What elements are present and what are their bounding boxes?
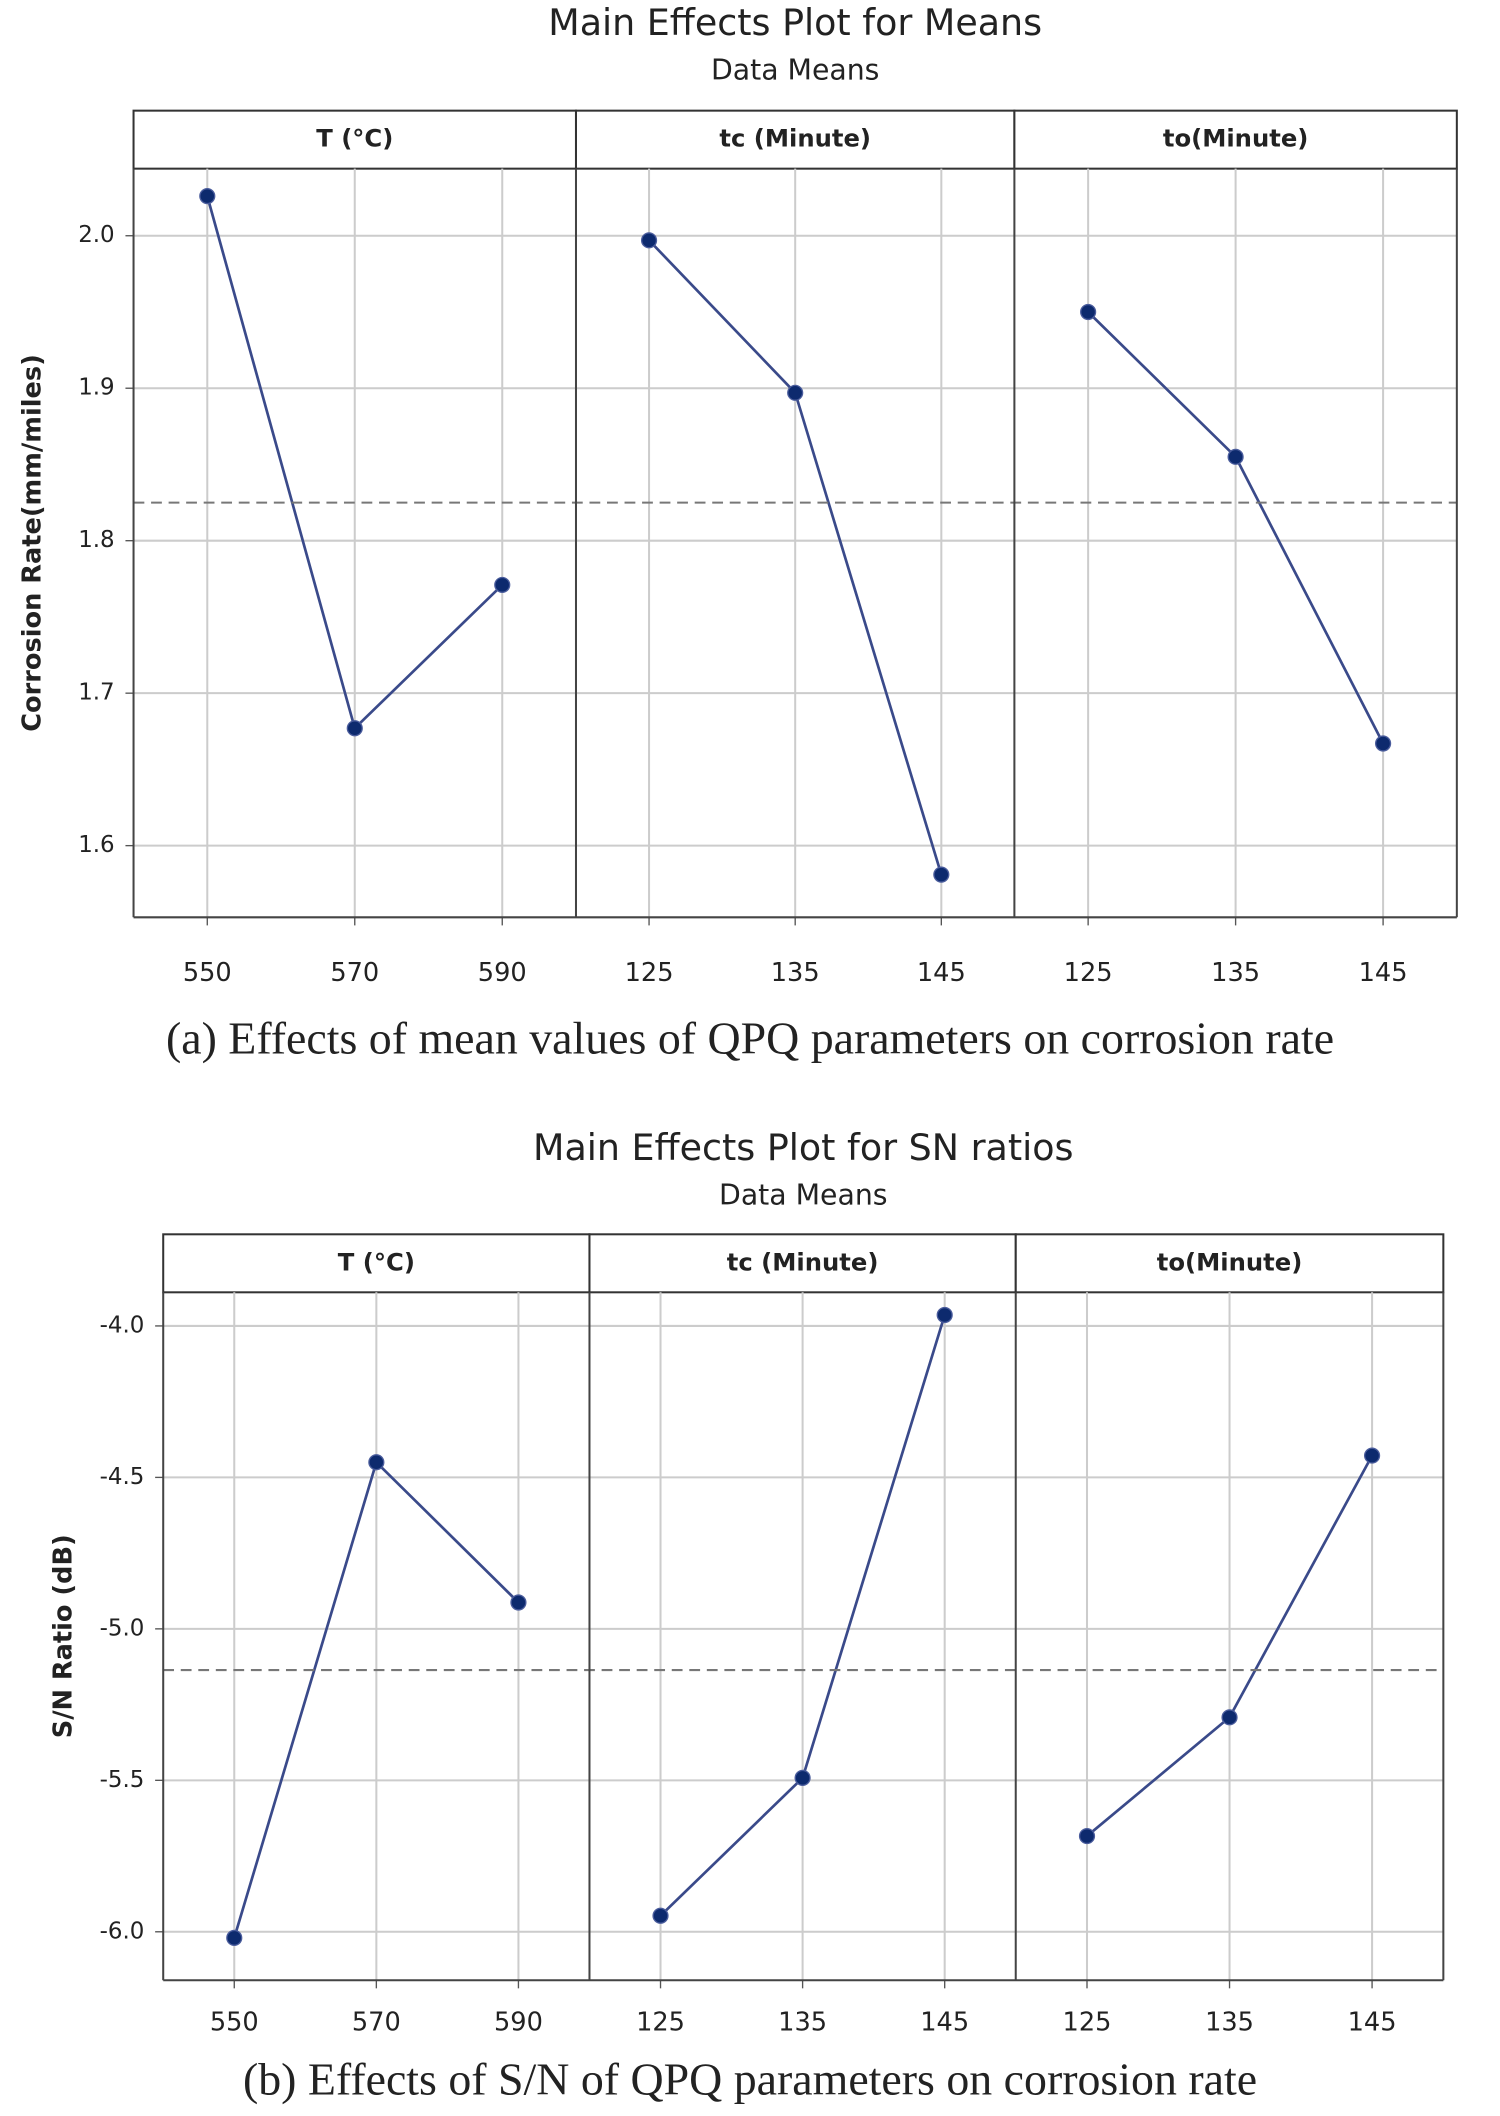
- y-axis-label: Corrosion Rate(mm/miles): [18, 354, 48, 732]
- data-point: [794, 1769, 811, 1786]
- y-tick-label: 1.6: [78, 832, 114, 858]
- x-tick-label: 135: [1205, 2007, 1254, 2037]
- data-point: [936, 1306, 953, 1324]
- data-point: [652, 1907, 669, 1924]
- x-tick-label: 125: [1064, 958, 1113, 988]
- y-tick-label: -6.0: [100, 1918, 145, 1944]
- chart-subtitle: Data Means: [711, 54, 880, 87]
- x-tick-label: 125: [625, 958, 674, 988]
- x-tick-label: 590: [478, 958, 527, 988]
- x-tick-label: 125: [636, 2007, 685, 2037]
- panel-title: tc (Minute): [719, 124, 871, 153]
- data-point: [494, 576, 511, 594]
- x-tick-label: 550: [183, 958, 232, 988]
- x-tick-label: 145: [1348, 2007, 1397, 2037]
- data-point: [1227, 448, 1244, 465]
- caption: (a) Effects of mean values of QPQ parame…: [166, 1012, 1334, 1063]
- data-point: [346, 720, 363, 737]
- x-tick-label: 135: [778, 2007, 827, 2037]
- panel-title: to(Minute): [1157, 1247, 1303, 1276]
- data-point: [510, 1594, 527, 1611]
- x-tick-label: 550: [210, 2007, 259, 2037]
- data-point: [1078, 1827, 1096, 1845]
- y-tick-label: -5.5: [100, 1767, 145, 1793]
- x-tick-label: 570: [330, 958, 379, 988]
- data-point: [1363, 1447, 1381, 1464]
- data-point: [640, 232, 658, 249]
- x-tick-label: 135: [771, 958, 820, 988]
- x-tick-label: 590: [494, 2007, 543, 2037]
- y-tick-label: 1.7: [78, 680, 114, 706]
- x-tick-label: 125: [1063, 2007, 1112, 2037]
- y-tick-label: 1.8: [78, 527, 114, 553]
- panel-header: [162, 1233, 591, 1294]
- data-point: [199, 188, 216, 205]
- data-point: [1080, 303, 1097, 321]
- data-point: [368, 1454, 385, 1471]
- data-point: [787, 384, 804, 401]
- panel-header: [1013, 109, 1458, 170]
- panel-title: T (°C): [316, 124, 393, 153]
- y-tick-label: -4.5: [100, 1464, 145, 1490]
- x-tick-label: 570: [352, 2007, 401, 2037]
- y-axis-label: S/N Ratio (dB): [49, 1534, 79, 1738]
- x-tick-label: 135: [1211, 958, 1260, 988]
- y-tick-label: -4.0: [100, 1312, 145, 1338]
- data-point: [1375, 735, 1392, 752]
- data-point: [226, 1929, 243, 1946]
- panel-title: to(Minute): [1163, 124, 1309, 153]
- x-tick-label: 145: [920, 2007, 969, 2037]
- data-point: [933, 866, 950, 883]
- panel-title: T (°C): [338, 1247, 415, 1276]
- panel-header: [1014, 1233, 1445, 1294]
- y-tick-label: 2.0: [78, 222, 114, 248]
- panel-header: [588, 1233, 1017, 1294]
- x-tick-label: 145: [917, 958, 966, 988]
- panel-title: tc (Minute): [727, 1247, 879, 1276]
- chart-subtitle: Data Means: [719, 1179, 888, 1212]
- chart-title: Main Effects Plot for Means: [548, 1, 1042, 44]
- data-point: [1221, 1709, 1238, 1726]
- y-tick-label: -5.0: [100, 1615, 145, 1641]
- caption: (b) Effects of S/N of QPQ parameters on …: [243, 2054, 1257, 2105]
- y-tick-label: 1.9: [78, 375, 114, 401]
- x-tick-label: 145: [1359, 958, 1408, 988]
- chart-title: Main Effects Plot for SN ratios: [533, 1126, 1073, 1169]
